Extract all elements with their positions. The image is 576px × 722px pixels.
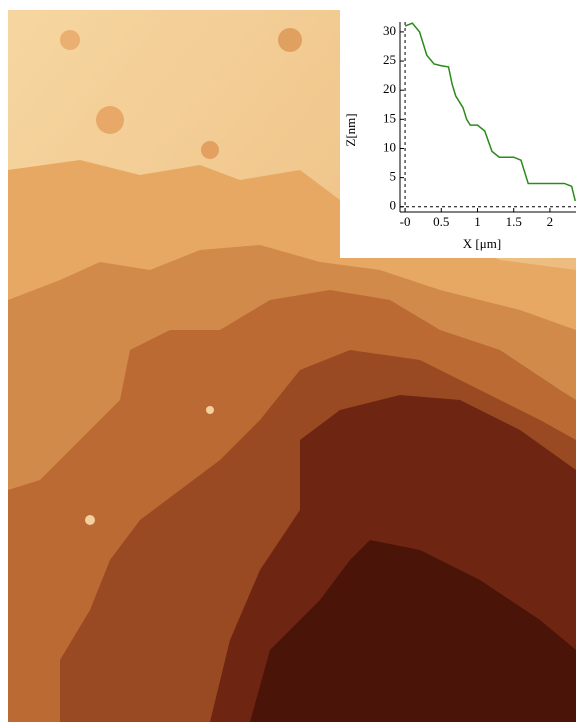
x-tick-label: 2 bbox=[547, 214, 554, 229]
y-tick-label: 30 bbox=[383, 23, 396, 38]
x-tick-label: 1 bbox=[474, 214, 481, 229]
y-axis-label: Z[nm] bbox=[343, 113, 358, 146]
figure: Z[nm] X [μm] 0 5 10 15 20 25 30 -0 0.5 1 1.5 2 bbox=[0, 0, 576, 722]
y-tick-label: 5 bbox=[390, 169, 397, 184]
x-tick-label: 0.5 bbox=[433, 214, 449, 229]
y-tick-label: 15 bbox=[383, 110, 396, 125]
x-tick-label: -0 bbox=[400, 214, 411, 229]
profile-inset: Z[nm] X [μm] 0 5 10 15 20 25 30 -0 0.5 1 1.5 2 bbox=[340, 10, 576, 258]
page: {"chart_data": {"type": "line", "x_label… bbox=[0, 0, 576, 722]
y-tick-label: 10 bbox=[383, 139, 396, 154]
x-tick-label: 1.5 bbox=[506, 214, 522, 229]
y-tick-label: 25 bbox=[383, 52, 396, 67]
inset-background bbox=[340, 10, 576, 258]
x-axis-label: X [μm] bbox=[463, 236, 501, 251]
y-tick-label: 0 bbox=[390, 198, 397, 213]
y-tick-label: 20 bbox=[383, 81, 396, 96]
